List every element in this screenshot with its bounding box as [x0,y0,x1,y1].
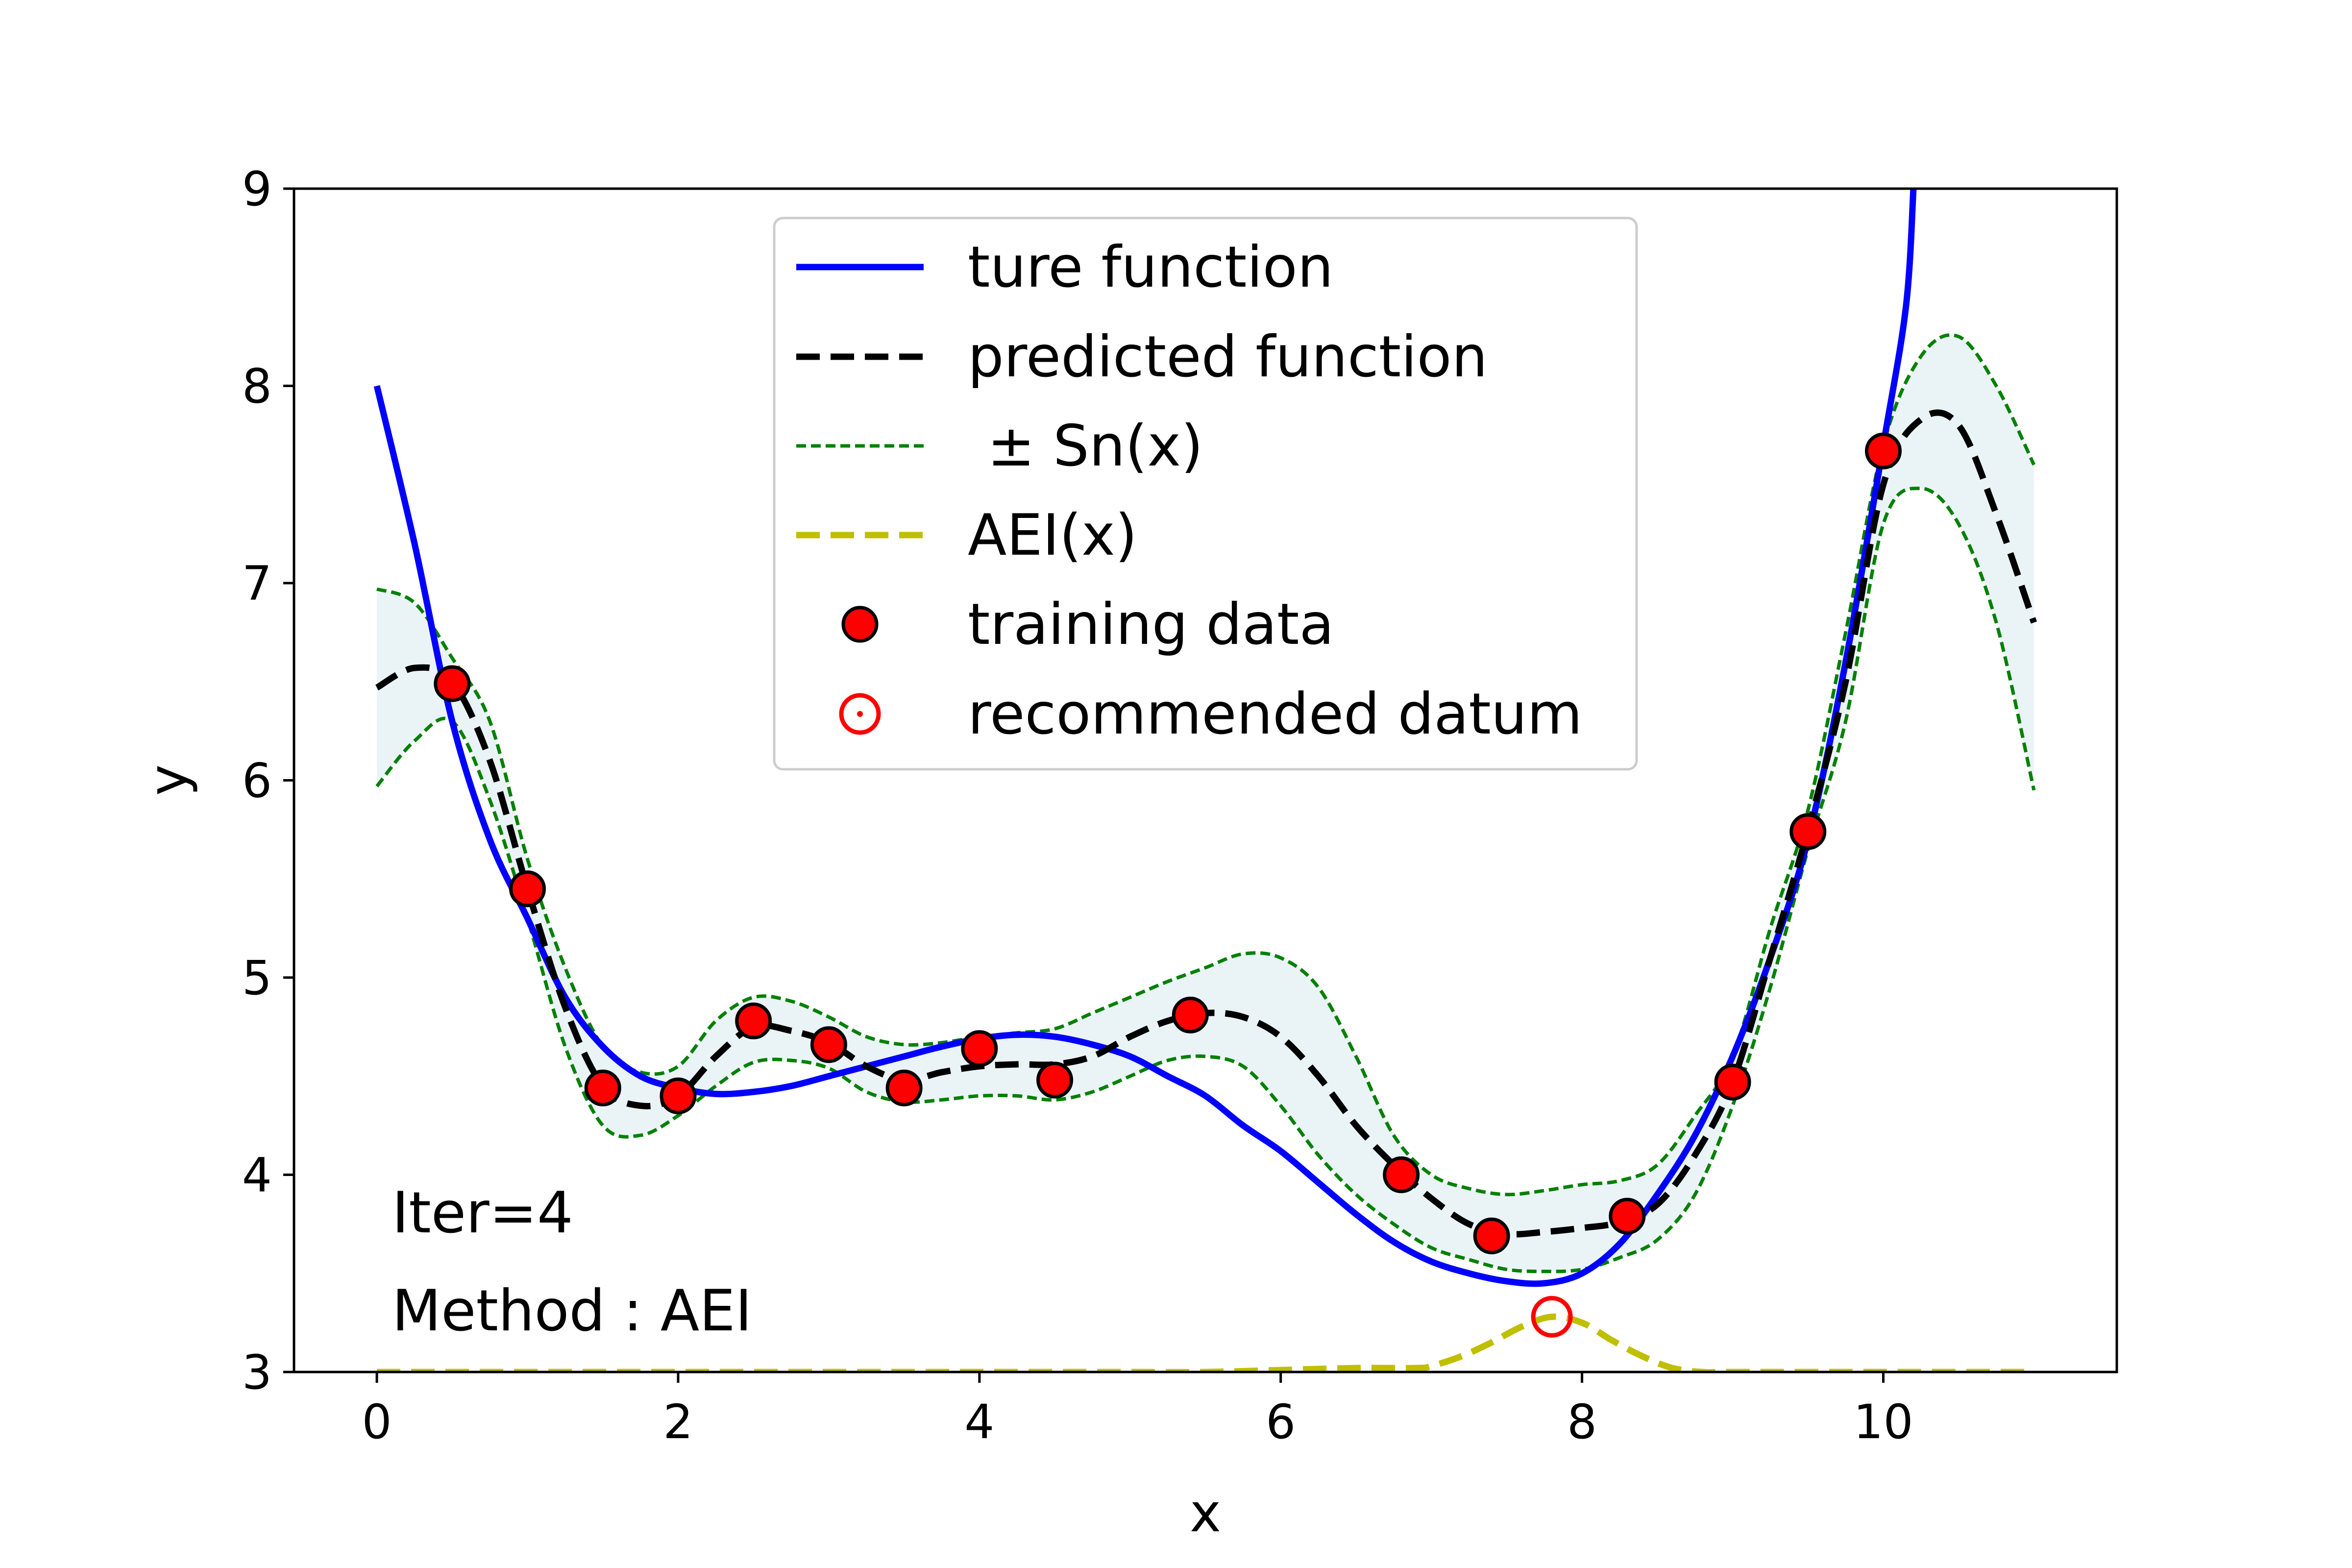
training-point [1609,1198,1646,1235]
y-tick-label: 3 [242,1345,272,1400]
y-tick-label: 6 [242,754,272,808]
training-point [1789,813,1827,850]
legend-label-recommended: recommended datum [968,681,1582,747]
legend-label-band: ± Sn(x) [987,413,1203,479]
legend-swatch-training [841,606,879,643]
y-tick-label: 7 [242,556,272,611]
legend-swatch-recommended [839,693,881,735]
legend-label-training: training data [968,591,1334,658]
method-annotation: Method : AEI [392,1278,752,1344]
plot-layer [373,189,2037,1372]
training-point [1473,1217,1510,1254]
uncertainty-band-fill [377,335,2034,1272]
y-axis-label: y [138,764,199,796]
legend-label-true: ture function [968,234,1333,300]
training-point [1864,432,1902,469]
axis-ticks: 0 2 4 6 8 10 3 4 5 6 7 8 9 [242,162,1913,1449]
training-point [584,1069,621,1106]
x-tick-label: 10 [1853,1395,1913,1449]
predicted-function-line [375,409,2037,1238]
x-tick-label: 4 [964,1395,994,1449]
training-point [1714,1063,1751,1101]
training-point [1036,1061,1074,1099]
x-axis-label: x [1190,1483,1221,1544]
training-point [434,665,471,702]
training-point [1383,1156,1420,1193]
y-tick-label: 8 [242,359,272,414]
x-tick-label: 2 [663,1395,693,1449]
training-point [885,1069,923,1106]
training-point [509,870,546,907]
legend-label-aei: AEI(x) [968,502,1137,568]
x-tick-label: 8 [1567,1395,1597,1449]
y-tick-label: 4 [242,1148,272,1203]
training-point [810,1026,847,1063]
training-point [961,1030,998,1067]
recommended-point [1531,1296,1573,1338]
x-tick-label: 6 [1266,1395,1296,1449]
band-lower-line [375,487,2036,1274]
y-tick-label: 5 [242,951,272,1005]
training-point [735,1003,772,1040]
x-tick-label: 0 [362,1395,392,1449]
training-point [660,1078,697,1114]
marker-layer [434,432,1902,1338]
true-function-line [373,189,1917,1287]
legend-box [773,217,1638,771]
legend-swatch-recommended-center [857,711,863,717]
iteration-annotation: Iter=4 [392,1180,573,1246]
legend: ture function predicted function ± Sn(x)… [773,217,1638,771]
training-point [1172,996,1209,1033]
y-tick-label: 9 [242,162,272,217]
legend-label-predicted: predicted function [968,324,1488,390]
